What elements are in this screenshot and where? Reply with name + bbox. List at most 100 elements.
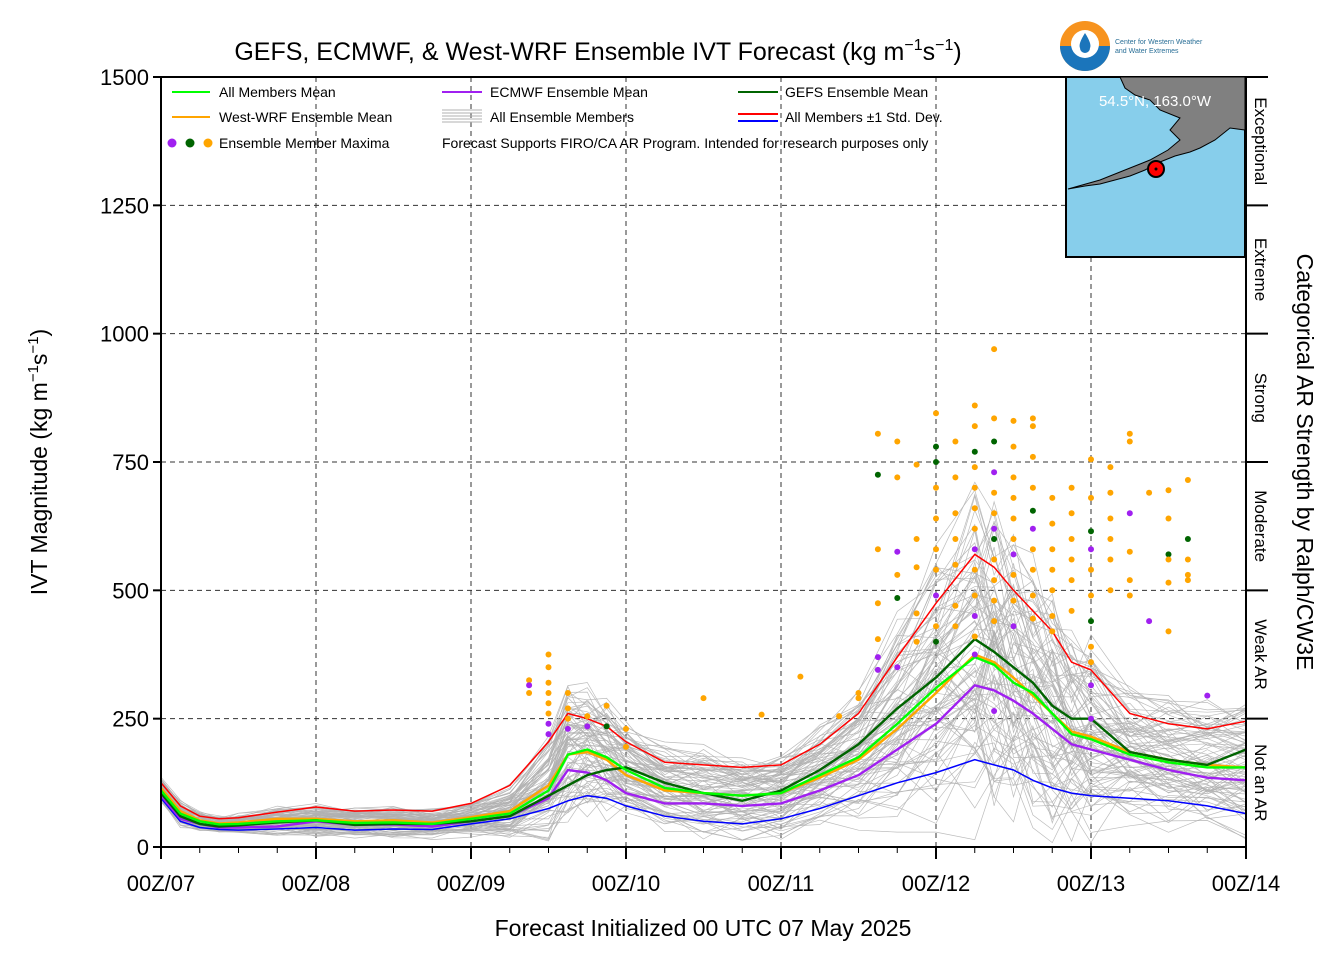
legend-label-all-mean: All Members Mean [219, 84, 336, 100]
member-maximum-dot [1049, 566, 1056, 573]
member-maximum-dot [874, 430, 881, 437]
member-maximum-dot [913, 461, 920, 468]
member-maximum-dot [952, 474, 959, 481]
member-maximum-dot [971, 423, 978, 430]
ensemble-member-line [160, 583, 1247, 821]
member-maximum-dot [1107, 556, 1114, 563]
member-maximum-dot [991, 708, 998, 714]
legend-note: Forecast Supports FIRO/CA AR Program. In… [442, 135, 928, 151]
member-maximum-dot [1184, 477, 1191, 483]
member-maximum-dot [1146, 489, 1153, 496]
ensemble-member-line [160, 630, 1247, 830]
member-maximum-dot [1184, 571, 1191, 578]
x-tick-label: 00Z/09 [437, 871, 506, 896]
x-tick-label: 00Z/10 [592, 871, 661, 896]
member-maximum-dot [1029, 484, 1036, 491]
member-maximum-dot [1068, 607, 1075, 614]
member-maximum-dot [1029, 615, 1036, 622]
member-maximum-dot [836, 713, 843, 720]
member-maximum-dot [1165, 556, 1172, 563]
member-maximum-dot [797, 673, 804, 680]
ensemble-member-line [160, 585, 1247, 820]
member-maximum-dot [1184, 536, 1191, 542]
ensemble-member-line [160, 500, 1247, 819]
right-axis-label: Categorical AR Strength by Ralph/CW3E [1292, 254, 1318, 671]
y-tick-label: 1250 [100, 193, 149, 218]
member-maximum-dot [1049, 613, 1056, 619]
member-maximum-dot [952, 602, 959, 609]
category-label: Moderate [1251, 490, 1270, 562]
ensemble-member-line [160, 702, 1247, 840]
member-maximum-dot [971, 448, 978, 455]
ensemble-member-line [160, 778, 1247, 844]
member-maximum-dot [991, 346, 998, 353]
member-maximum-dot [991, 469, 998, 476]
ensemble-member-line [160, 489, 1247, 821]
member-maximum-dot [1049, 494, 1056, 501]
member-maximum-dot [1010, 443, 1017, 450]
legend-label-wrf-mean: West-WRF Ensemble Mean [219, 109, 392, 125]
member-maximum-dot [1165, 551, 1172, 558]
x-tick-label: 00Z/13 [1057, 871, 1126, 896]
ensemble-member-line [160, 629, 1247, 828]
member-maximum-dot [1165, 579, 1172, 586]
member-maximum-dot [545, 664, 552, 671]
series-line-ecmwf-ensemble-mean [160, 683, 1247, 829]
member-maximum-dot [1126, 438, 1133, 445]
x-tick-label: 00Z/12 [902, 871, 971, 896]
member-maximum-dot [991, 415, 998, 422]
member-maximum-dot [526, 690, 533, 696]
series-line-all-members-1-std-dev- [160, 758, 1247, 831]
member-maximum-dot [1088, 682, 1094, 689]
member-maximum-dot [913, 564, 920, 571]
ensemble-member-line [160, 508, 1247, 820]
x-tick-label: 00Z/08 [282, 871, 351, 896]
member-maximum-dot [1088, 659, 1094, 666]
member-maximum-dot [564, 690, 571, 696]
member-maximum-dot [952, 561, 959, 568]
member-maximum-dot [855, 695, 862, 702]
member-maximum-dot [1010, 597, 1017, 604]
member-maximum-dot [933, 623, 939, 630]
member-maximum-dot [1010, 417, 1017, 424]
ensemble-member-line [160, 709, 1247, 834]
category-label: Weak AR [1251, 619, 1270, 690]
member-maximum-dot [1010, 515, 1017, 522]
member-maximum-dot [564, 725, 571, 732]
member-maximum-dot [545, 720, 552, 727]
member-maximum-dot [991, 438, 998, 445]
member-maximum-dot [933, 484, 939, 491]
inset-map: 54.5°N, 163.0°W [1065, 76, 1246, 258]
cw3e-logo: Center for Western Weather and Water Ext… [1060, 21, 1203, 71]
member-maximum-dot [1126, 592, 1133, 599]
location-marker-center [1154, 167, 1158, 171]
logo-wave [1060, 46, 1110, 71]
member-maximum-dot [933, 592, 939, 599]
member-maximum-dot [971, 613, 978, 619]
y-tick-label: 1000 [100, 322, 149, 347]
member-maximum-dot [1165, 628, 1172, 635]
ensemble-member-line [160, 577, 1247, 822]
member-maximum-dot [1068, 510, 1075, 517]
member-maximum-dot [933, 459, 939, 465]
member-maximum-dot [971, 566, 978, 573]
member-maximum-dot [1049, 628, 1056, 635]
member-maximum-dot [991, 577, 998, 584]
member-maximum-dot [1088, 494, 1094, 501]
member-maximum-dot [1068, 556, 1075, 563]
member-maximum-dot [1049, 546, 1056, 553]
member-maximum-dot [564, 715, 571, 722]
member-maximum-dot [1088, 643, 1094, 650]
member-maximum-dot [874, 600, 881, 607]
legend-dot-green [185, 138, 195, 148]
legend-dot-purple [167, 138, 177, 148]
member-maximum-dot [1126, 430, 1133, 437]
member-maximum-dot [584, 723, 591, 730]
member-maximum-dot [933, 546, 939, 553]
member-maximum-dot [933, 515, 939, 522]
member-maximum-dot [971, 505, 978, 512]
ensemble-member-line [160, 680, 1247, 835]
member-maximum-dot [971, 525, 978, 532]
member-maximum-dot [526, 682, 533, 689]
